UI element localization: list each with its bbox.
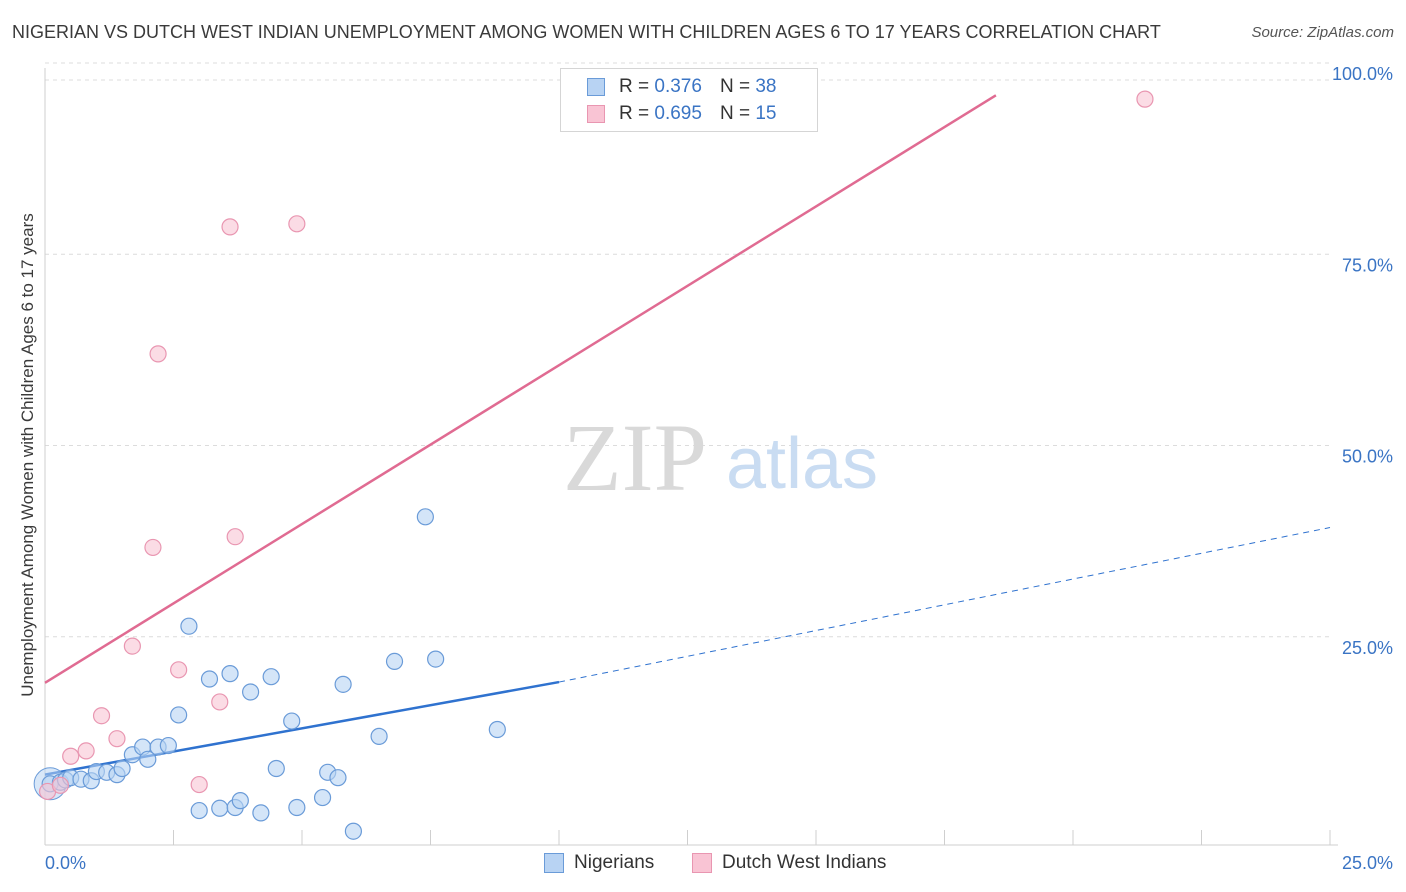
nigerians-point bbox=[242, 683, 260, 701]
dutch-point bbox=[108, 730, 126, 748]
dutch-point bbox=[221, 218, 239, 236]
nigerians-point bbox=[267, 759, 285, 778]
y-tick-label: 25.0% bbox=[1342, 638, 1393, 658]
grid bbox=[45, 62, 1330, 638]
y-tick-label: 50.0% bbox=[1342, 447, 1393, 467]
dutch-point bbox=[123, 637, 141, 655]
nigerians-point bbox=[231, 792, 249, 810]
nigerians-point bbox=[262, 668, 280, 686]
dutch-swatch bbox=[587, 105, 605, 123]
dutch-point bbox=[149, 345, 167, 363]
dutch-point bbox=[62, 747, 80, 765]
watermark: ZIP atlas bbox=[563, 404, 878, 511]
nigerians-point bbox=[170, 706, 188, 724]
legend-r-value: 0.376 bbox=[654, 76, 702, 97]
axes bbox=[44, 68, 1338, 846]
nigerians-point bbox=[329, 769, 347, 787]
dutch-point bbox=[1136, 90, 1154, 108]
legend-r-label: R = bbox=[619, 76, 650, 97]
nigerians-point bbox=[344, 822, 362, 840]
nigerians-point bbox=[427, 650, 445, 668]
nigerians-point bbox=[288, 798, 306, 817]
nigerians-point bbox=[416, 508, 434, 526]
y-tick-label: 100.0% bbox=[1332, 64, 1393, 84]
dutch-point bbox=[170, 661, 188, 679]
dutch-point bbox=[51, 776, 70, 794]
dutch-point bbox=[92, 707, 111, 725]
watermark-atlas: atlas bbox=[726, 424, 878, 504]
legend-n-value: 15 bbox=[755, 103, 777, 124]
legend-r-label: R = bbox=[619, 103, 650, 124]
nigerians-point bbox=[283, 712, 301, 730]
nigerians-point bbox=[385, 652, 404, 671]
legend-n-label: N = bbox=[719, 103, 751, 124]
tick-labels: 100.0% 75.0% 50.0% 25.0% 0.0% 25.0% bbox=[45, 64, 1393, 873]
dutch-point bbox=[77, 742, 95, 760]
nigerians-point bbox=[252, 804, 270, 822]
legend-row-dutch: R = 0.695 N = 15 bbox=[587, 102, 776, 126]
nigerians-point bbox=[211, 799, 229, 817]
nigerians-point bbox=[200, 670, 219, 688]
legend-n-label: N = bbox=[719, 76, 751, 97]
nigerians-legend-swatch bbox=[544, 853, 564, 873]
correlation-legend: R = 0.376 N = 38 R = 0.695 N = 15 bbox=[560, 68, 818, 132]
dutch-point bbox=[288, 215, 306, 233]
y-axis-label: Unemployment Among Women with Children A… bbox=[18, 213, 37, 697]
legend-label-dutch: Dutch West Indians bbox=[722, 852, 887, 873]
legend-label-nigerians: Nigerians bbox=[574, 852, 655, 873]
dutch-point bbox=[211, 693, 229, 711]
chart-title: NIGERIAN VS DUTCH WEST INDIAN UNEMPLOYME… bbox=[12, 22, 1161, 42]
nigerians-point bbox=[221, 665, 239, 683]
legend-r-value: 0.695 bbox=[654, 103, 702, 124]
nigerians-point bbox=[370, 727, 388, 745]
nigerians-trend-extension bbox=[558, 527, 1331, 683]
x-tick-label: 25.0% bbox=[1342, 853, 1393, 873]
y-tick-label: 75.0% bbox=[1342, 255, 1393, 275]
legend-item-nigerians: Nigerians bbox=[544, 852, 654, 874]
legend-n-value: 38 bbox=[755, 76, 777, 97]
nigerians-point bbox=[313, 788, 332, 807]
dutch-point bbox=[190, 775, 208, 794]
nigerians-point bbox=[113, 759, 131, 778]
nigerians-point bbox=[180, 617, 198, 635]
legend-item-dutch: Dutch West Indians bbox=[692, 852, 886, 874]
legend-row-nigerians: R = 0.376 N = 38 bbox=[587, 75, 776, 99]
dutch-legend-swatch bbox=[692, 853, 712, 873]
watermark-zip: ZIP bbox=[563, 404, 707, 511]
nigerians-point bbox=[334, 675, 352, 693]
dutch-point bbox=[144, 538, 162, 557]
nigerians-point bbox=[139, 750, 157, 768]
source-label: Source: ZipAtlas.com bbox=[1251, 24, 1394, 41]
dutch-point bbox=[226, 528, 244, 546]
nigerians-point bbox=[159, 736, 177, 755]
x-tick-label: 0.0% bbox=[45, 853, 86, 873]
nigerians-point bbox=[488, 720, 506, 739]
dutch-trend-line bbox=[44, 94, 997, 684]
data-points bbox=[33, 90, 1154, 840]
nigerians-swatch bbox=[587, 78, 605, 96]
nigerians-point bbox=[190, 801, 208, 820]
